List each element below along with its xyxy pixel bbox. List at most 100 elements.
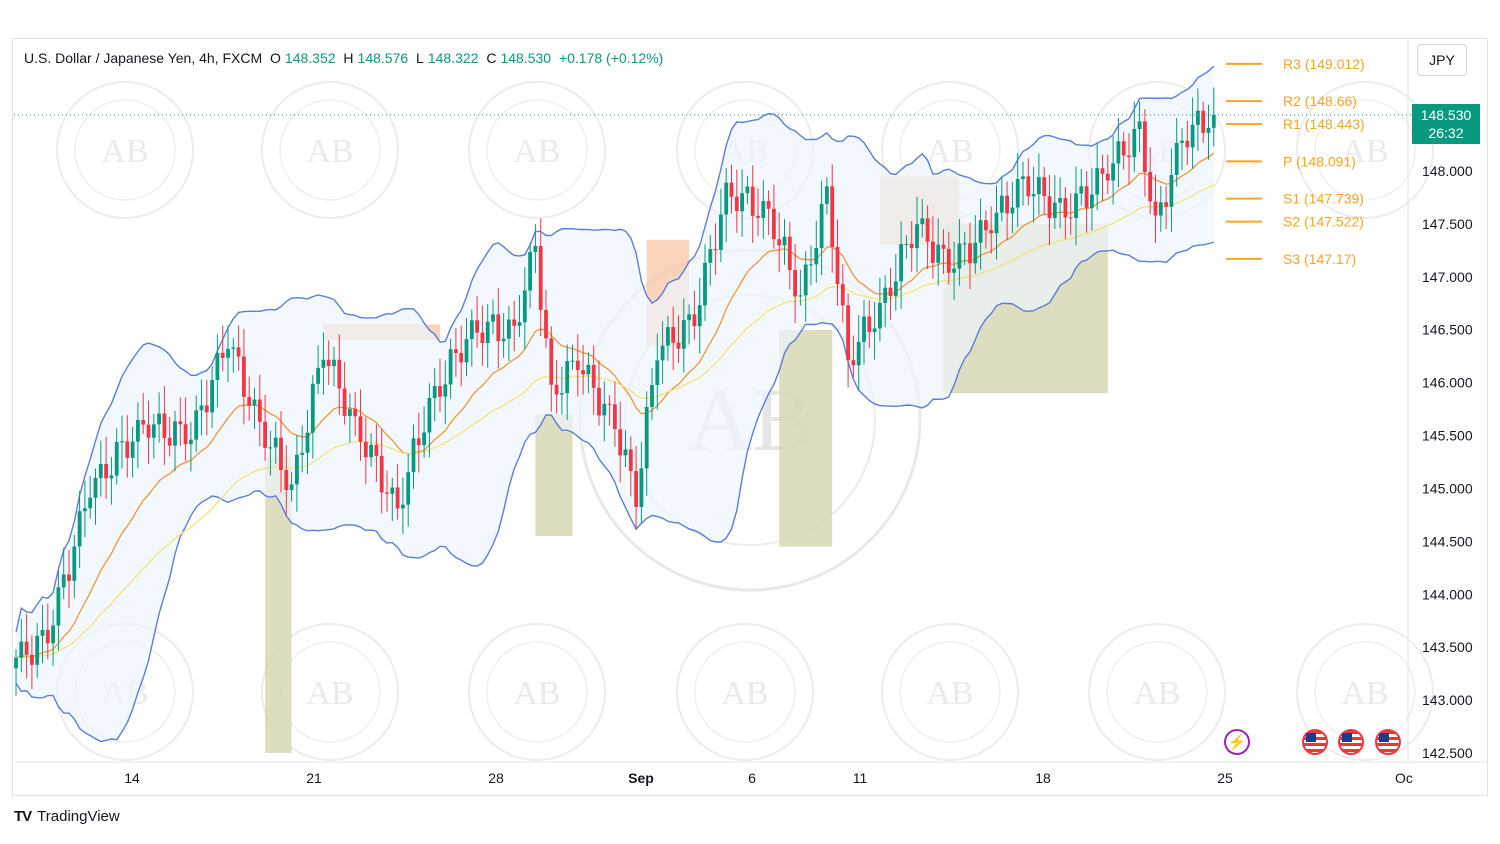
tradingview-logo[interactable]: TV TradingView xyxy=(14,808,120,825)
candle-body xyxy=(427,398,432,433)
candle-body xyxy=(1180,140,1184,143)
candle-body xyxy=(454,349,458,354)
watermark-seal-inner xyxy=(1314,641,1416,743)
time-tick-label: 11 xyxy=(853,770,868,786)
candle-body xyxy=(819,203,824,249)
candle-body xyxy=(416,438,421,446)
candle-body xyxy=(628,449,633,472)
candle-body xyxy=(1143,121,1147,172)
candle-body xyxy=(98,464,103,479)
candle-body xyxy=(999,195,1004,213)
candle-body xyxy=(448,349,453,385)
candle-body xyxy=(1190,124,1195,148)
candle-body xyxy=(35,635,40,665)
watermark-seal-inner xyxy=(694,641,796,743)
candle-body xyxy=(348,409,352,416)
candle-body xyxy=(522,290,527,323)
candle-body xyxy=(247,396,252,406)
candle-body xyxy=(613,404,617,430)
us-flag-icon[interactable] xyxy=(1375,729,1401,755)
candle-body xyxy=(178,421,183,425)
price-tick-label: 148.000 xyxy=(1422,163,1473,179)
candle-body xyxy=(634,471,638,507)
candle-body xyxy=(480,332,485,344)
candle-body xyxy=(199,405,204,411)
watermark-text: AB xyxy=(1341,133,1388,170)
candle-body xyxy=(1021,176,1025,180)
candle-body xyxy=(1015,179,1020,208)
candle-body xyxy=(236,347,241,357)
candle-body xyxy=(703,262,707,306)
candle-body xyxy=(469,320,474,340)
us-flag-icon[interactable] xyxy=(1338,729,1364,755)
candle-body xyxy=(994,212,999,234)
candle-body xyxy=(1148,171,1153,202)
candle-body xyxy=(1116,141,1121,164)
watermark-text: AB xyxy=(513,675,560,712)
pivot-label: R3 (149.012) xyxy=(1283,56,1365,72)
candle-body xyxy=(1005,195,1009,214)
chart-frame[interactable] xyxy=(12,38,1488,796)
candle-body xyxy=(305,432,310,453)
candle-body xyxy=(136,420,140,442)
watermark-seal xyxy=(56,81,194,219)
candle-body xyxy=(332,359,336,367)
candle-body xyxy=(263,421,267,448)
last-price-tag: 148.530 26:32 xyxy=(1412,104,1480,144)
watermark-seal-inner xyxy=(74,99,176,201)
candle-body xyxy=(872,328,877,333)
candle-body xyxy=(655,360,660,386)
candle-body xyxy=(120,441,124,443)
candle-body xyxy=(936,244,941,263)
candle-body xyxy=(300,452,305,455)
candle-body xyxy=(862,316,866,342)
candle-body xyxy=(745,186,750,194)
symbol-title[interactable]: U.S. Dollar / Japanese Yen, 4h, FXCM xyxy=(24,50,263,66)
candle-body xyxy=(242,356,246,397)
candle-body xyxy=(88,497,93,509)
candle-body xyxy=(1026,176,1031,197)
ema-fast-line xyxy=(15,152,1215,659)
price-tick-label: 144.000 xyxy=(1422,586,1473,602)
candle-body xyxy=(814,248,819,265)
watermark-seal-inner xyxy=(486,641,588,743)
candle-body xyxy=(978,220,983,243)
watermark-seal xyxy=(468,81,606,219)
candle-body xyxy=(984,220,988,231)
candle-body xyxy=(1052,202,1057,219)
candle-body xyxy=(920,218,925,225)
candle-body xyxy=(443,384,448,397)
candle-body xyxy=(1153,201,1158,216)
pivot-label: R1 (148.443) xyxy=(1283,116,1365,132)
candle-body xyxy=(597,387,601,416)
candle-body xyxy=(528,251,532,291)
watermark-seal-inner xyxy=(486,99,588,201)
candle-body xyxy=(650,385,654,407)
candle-body xyxy=(77,511,82,547)
symbol-legend[interactable]: U.S. Dollar / Japanese Yen, 4h, FXCM O 14… xyxy=(24,50,667,66)
high-value: 148.576 xyxy=(357,50,409,66)
candle-body xyxy=(989,230,994,234)
axes: 148.000 147.500 147.000 146.500 146.000 145.5… xyxy=(14,40,1488,786)
us-flag-icon[interactable] xyxy=(1302,729,1328,755)
time-tick-label: 6 xyxy=(748,770,756,786)
currency-button[interactable]: JPY xyxy=(1417,44,1467,76)
candle-body xyxy=(846,305,850,361)
time-tick-label: Sep xyxy=(628,770,654,786)
candle-body xyxy=(385,492,389,494)
candle-body xyxy=(878,302,882,329)
candle-body xyxy=(1010,207,1015,214)
candle-body xyxy=(1127,155,1131,158)
candle-body xyxy=(114,441,119,476)
candle-body xyxy=(310,383,315,433)
time-tick-label: 25 xyxy=(1217,770,1233,786)
price-tick-label: 144.500 xyxy=(1422,533,1473,549)
candle-body xyxy=(422,432,426,446)
watermark-seal xyxy=(261,623,399,761)
watermark-text: AB xyxy=(1133,675,1180,712)
candle-body xyxy=(1042,177,1047,197)
candle-body xyxy=(83,508,87,512)
candle-body xyxy=(183,424,188,445)
lightning-icon[interactable]: ⚡ xyxy=(1224,729,1250,755)
